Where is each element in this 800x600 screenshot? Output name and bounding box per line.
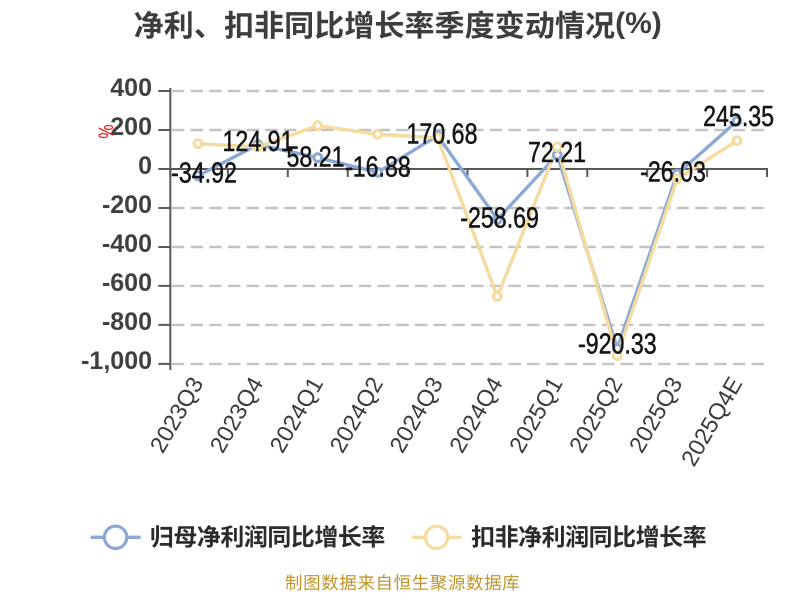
svg-text:-920.33: -920.33 [578,327,657,360]
svg-text:170.68: 170.68 [407,117,478,150]
svg-text:124.91: 124.91 [223,124,294,157]
svg-text:200: 200 [110,113,152,141]
svg-text:-1,000: -1,000 [81,347,152,375]
svg-text:-800: -800 [102,308,152,336]
svg-text:-16.88: -16.88 [345,150,411,183]
svg-text:-600: -600 [102,269,152,297]
svg-text:(%): (%) [615,7,662,40]
svg-text:-400: -400 [102,230,152,258]
svg-text:0: 0 [138,152,152,180]
svg-text:-258.69: -258.69 [460,201,539,234]
svg-text:%: % [94,124,118,138]
svg-text:245.35: 245.35 [703,100,774,133]
svg-text:-200: -200 [102,191,152,219]
svg-text:-26.03: -26.03 [640,155,706,188]
svg-text:-34.92: -34.92 [171,156,237,189]
svg-text:72.21: 72.21 [528,135,586,168]
svg-text:58.21: 58.21 [286,140,344,173]
svg-text:400: 400 [110,74,152,102]
